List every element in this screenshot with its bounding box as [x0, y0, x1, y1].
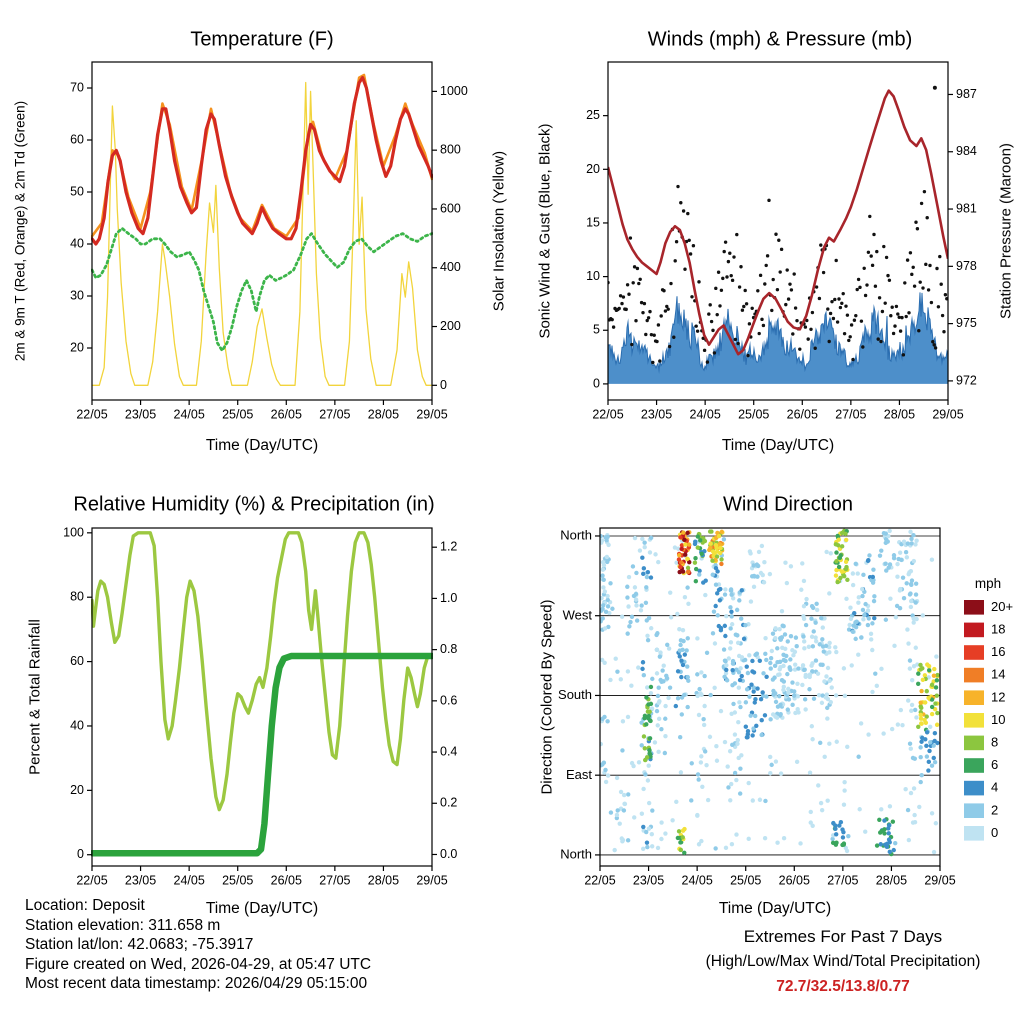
extremes-block: Extremes For Past 7 Days (High/Low/Max W… [663, 924, 1023, 999]
winddir-chart-title: Wind Direction [722, 493, 854, 516]
extremes-values: 72.7/32.5/13.8/0.77 [776, 978, 910, 995]
winddir-ylabel-left: Direction (Colored By Speed) [538, 599, 556, 795]
winds-ylabel-left: Sonic Wind & Gust (Blue, Black) [536, 123, 554, 339]
humidity-xlabel: Time (Day/UTC) [205, 900, 319, 917]
station-elevation: Station elevation: 311.658 m [25, 916, 221, 934]
station-location: Location: Deposit [25, 897, 145, 914]
humidity-chart-title: Relative Humidity (%) & Precipitation (i… [73, 493, 435, 516]
temperature-chart-title: Temperature (F) [190, 28, 334, 51]
winds-xlabel: Time (Day/UTC) [721, 437, 835, 454]
station-info-block: Location: Deposit Station elevation: 311… [25, 896, 371, 994]
humidity-ylabel-left: Percent & Total Rainfall [26, 619, 44, 775]
winds-ylabel-right: Station Pressure (Maroon) [997, 143, 1015, 319]
temperature-ylabel-left: 2m & 9m T (Red, Orange) & 2m Td (Green) [12, 100, 28, 362]
winddir-xlabel: Time (Day/UTC) [718, 900, 832, 917]
data-timestamp: Most recent data timestamp: 2026/04/29 0… [25, 975, 368, 992]
station-latlon: Station lat/lon: 42.0683; -75.3917 [25, 936, 254, 953]
extremes-title: Extremes For Past 7 Days [743, 927, 943, 946]
figure-created: Figure created on Wed, 2026-04-29, at 05… [25, 955, 372, 973]
winds-chart-title: Winds (mph) & Pressure (mb) [647, 28, 913, 51]
temperature-xlabel: Time (Day/UTC) [205, 437, 319, 454]
extremes-subtitle: (High/Low/Max Wind/Total Precipitation) [705, 953, 981, 970]
temperature-ylabel-right: Solar Insolation (Yellow) [490, 150, 508, 312]
